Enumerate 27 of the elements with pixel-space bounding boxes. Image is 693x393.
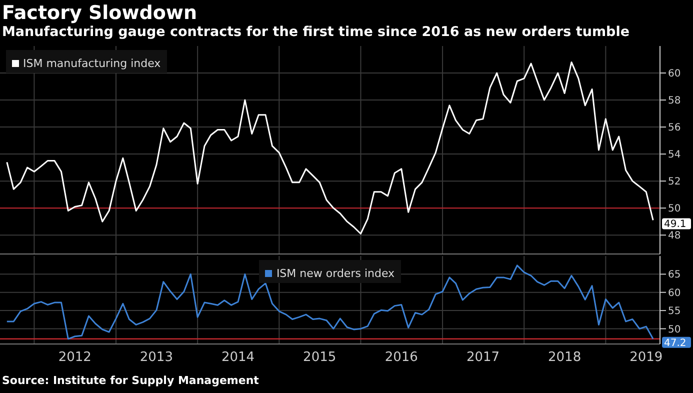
chart-title: Factory Slowdown bbox=[1, 1, 198, 24]
source-note: Source: Institute for Supply Management bbox=[1, 374, 260, 387]
x-tick-label: 2013 bbox=[140, 350, 173, 366]
data-label: 47.2 bbox=[664, 338, 686, 349]
y-tick-label: 55 bbox=[668, 306, 681, 318]
y-tick-label: 50 bbox=[668, 324, 681, 336]
x-tick-label: 2012 bbox=[58, 350, 92, 366]
y-tick-label: 58 bbox=[668, 96, 681, 107]
y-tick-label: 50 bbox=[668, 204, 681, 215]
x-tick-label: 2015 bbox=[303, 350, 336, 366]
x-tick-label: 2014 bbox=[221, 350, 255, 366]
y-tick-label: 65 bbox=[668, 270, 681, 281]
y-tick-label: 60 bbox=[668, 288, 681, 299]
y-tick-label: 60 bbox=[668, 68, 681, 80]
x-tick-label: 2016 bbox=[384, 350, 418, 366]
x-tick-label: 2019 bbox=[630, 350, 663, 366]
line-series bbox=[6, 264, 654, 340]
y-tick-label: 52 bbox=[668, 176, 681, 188]
y-tick-label: 54 bbox=[668, 150, 681, 161]
y-tick-label: 56 bbox=[668, 122, 681, 134]
y-tick-label: 48 bbox=[668, 230, 681, 242]
data-label: 49.1 bbox=[664, 219, 686, 230]
chart-subtitle: Manufacturing gauge contracts for the first time since 2016 as new orders tumble bbox=[1, 24, 630, 42]
x-tick-label: 2018 bbox=[548, 350, 582, 366]
legend-label: ISM new orders index bbox=[275, 267, 395, 280]
legend-label: ISM manufacturing index bbox=[22, 57, 161, 70]
x-tick-label: 2017 bbox=[466, 350, 500, 366]
